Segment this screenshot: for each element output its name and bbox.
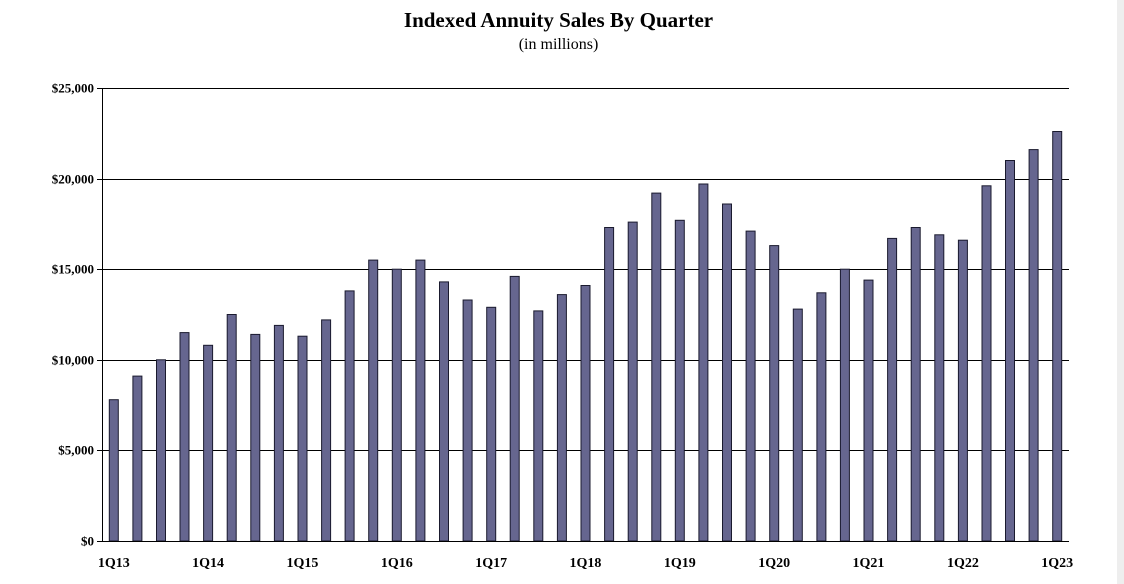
x-tick-label: 1Q13 bbox=[98, 556, 130, 571]
bar-3Q14 bbox=[250, 333, 261, 542]
bar-3Q17 bbox=[533, 310, 544, 542]
bar-4Q17 bbox=[556, 294, 567, 542]
bar-2Q14 bbox=[226, 314, 237, 542]
bar-3Q16 bbox=[439, 281, 449, 542]
y-tick-labels: $0 $5,000 $10,000 $15,000 $20,000 $25,000 bbox=[52, 81, 94, 549]
bar-2Q15 bbox=[321, 319, 332, 542]
x-tick-label: 1Q23 bbox=[1041, 556, 1073, 571]
bar-1Q13 bbox=[108, 399, 119, 542]
chart-subtitle: (in millions) bbox=[518, 36, 599, 53]
bar-2Q22 bbox=[981, 185, 992, 542]
x-tick-labels: 1Q13 1Q14 1Q15 1Q16 1Q17 1Q18 1Q19 1Q20 1Q21 1Q22… bbox=[98, 556, 1073, 571]
bar-2Q20 bbox=[792, 308, 803, 542]
bar-4Q20 bbox=[839, 268, 850, 542]
x-tick-label: 1Q15 bbox=[287, 556, 319, 571]
y-tick-label: $15,000 bbox=[52, 262, 94, 277]
bar-4Q16 bbox=[462, 299, 473, 542]
bar-2Q13 bbox=[132, 375, 143, 542]
window-edge bbox=[1117, 0, 1124, 584]
y-tick-label: $10,000 bbox=[52, 353, 94, 368]
x-tick-label: 1Q21 bbox=[853, 556, 885, 571]
bar-4Q21 bbox=[934, 234, 945, 542]
bar-4Q18 bbox=[651, 192, 662, 542]
bar-1Q16 bbox=[391, 268, 402, 542]
bar-2Q16 bbox=[415, 259, 426, 542]
bars bbox=[108, 131, 1063, 542]
x-tick-label: 1Q20 bbox=[758, 556, 790, 571]
bar-4Q22 bbox=[1028, 149, 1039, 542]
bar-3Q20 bbox=[816, 292, 827, 542]
bar-3Q19 bbox=[722, 203, 732, 542]
y-tick-label: $20,000 bbox=[52, 172, 94, 187]
y-tick-label: $5,000 bbox=[58, 443, 94, 458]
bar-1Q20 bbox=[769, 245, 780, 542]
bar-4Q19 bbox=[745, 230, 756, 542]
bar-1Q21 bbox=[863, 279, 874, 542]
bar-2Q19 bbox=[698, 183, 709, 542]
x-tick-label: 1Q19 bbox=[664, 556, 696, 571]
bar-4Q15 bbox=[368, 259, 379, 542]
bar-3Q13 bbox=[156, 359, 166, 542]
bar-1Q17 bbox=[486, 306, 497, 542]
axes bbox=[97, 88, 1069, 542]
y-tick-label: $0 bbox=[81, 534, 94, 549]
bar-1Q19 bbox=[674, 219, 685, 542]
bar-3Q21 bbox=[910, 227, 921, 542]
bar-1Q15 bbox=[297, 335, 308, 542]
bar-2Q17 bbox=[509, 275, 520, 542]
x-tick-label: 1Q16 bbox=[381, 556, 413, 571]
bar-1Q22 bbox=[957, 239, 968, 542]
x-tick-label: 1Q22 bbox=[947, 556, 979, 571]
bar-3Q18 bbox=[627, 221, 638, 542]
bar-2Q21 bbox=[887, 237, 898, 542]
bar-1Q23 bbox=[1052, 131, 1063, 542]
bar-4Q14 bbox=[273, 324, 284, 542]
x-tick-label: 1Q14 bbox=[192, 556, 224, 571]
bar-2Q18 bbox=[604, 227, 615, 542]
chart-title: Indexed Annuity Sales By Quarter bbox=[403, 8, 714, 32]
bar-1Q14 bbox=[203, 344, 214, 542]
x-tick-label: 1Q17 bbox=[475, 556, 507, 571]
bar-1Q18 bbox=[580, 285, 591, 542]
bar-3Q15 bbox=[344, 290, 355, 542]
bar-4Q13 bbox=[179, 332, 190, 542]
y-tick-label: $25,000 bbox=[52, 81, 94, 96]
x-tick-label: 1Q18 bbox=[570, 556, 602, 571]
bar-3Q22 bbox=[1005, 160, 1015, 542]
